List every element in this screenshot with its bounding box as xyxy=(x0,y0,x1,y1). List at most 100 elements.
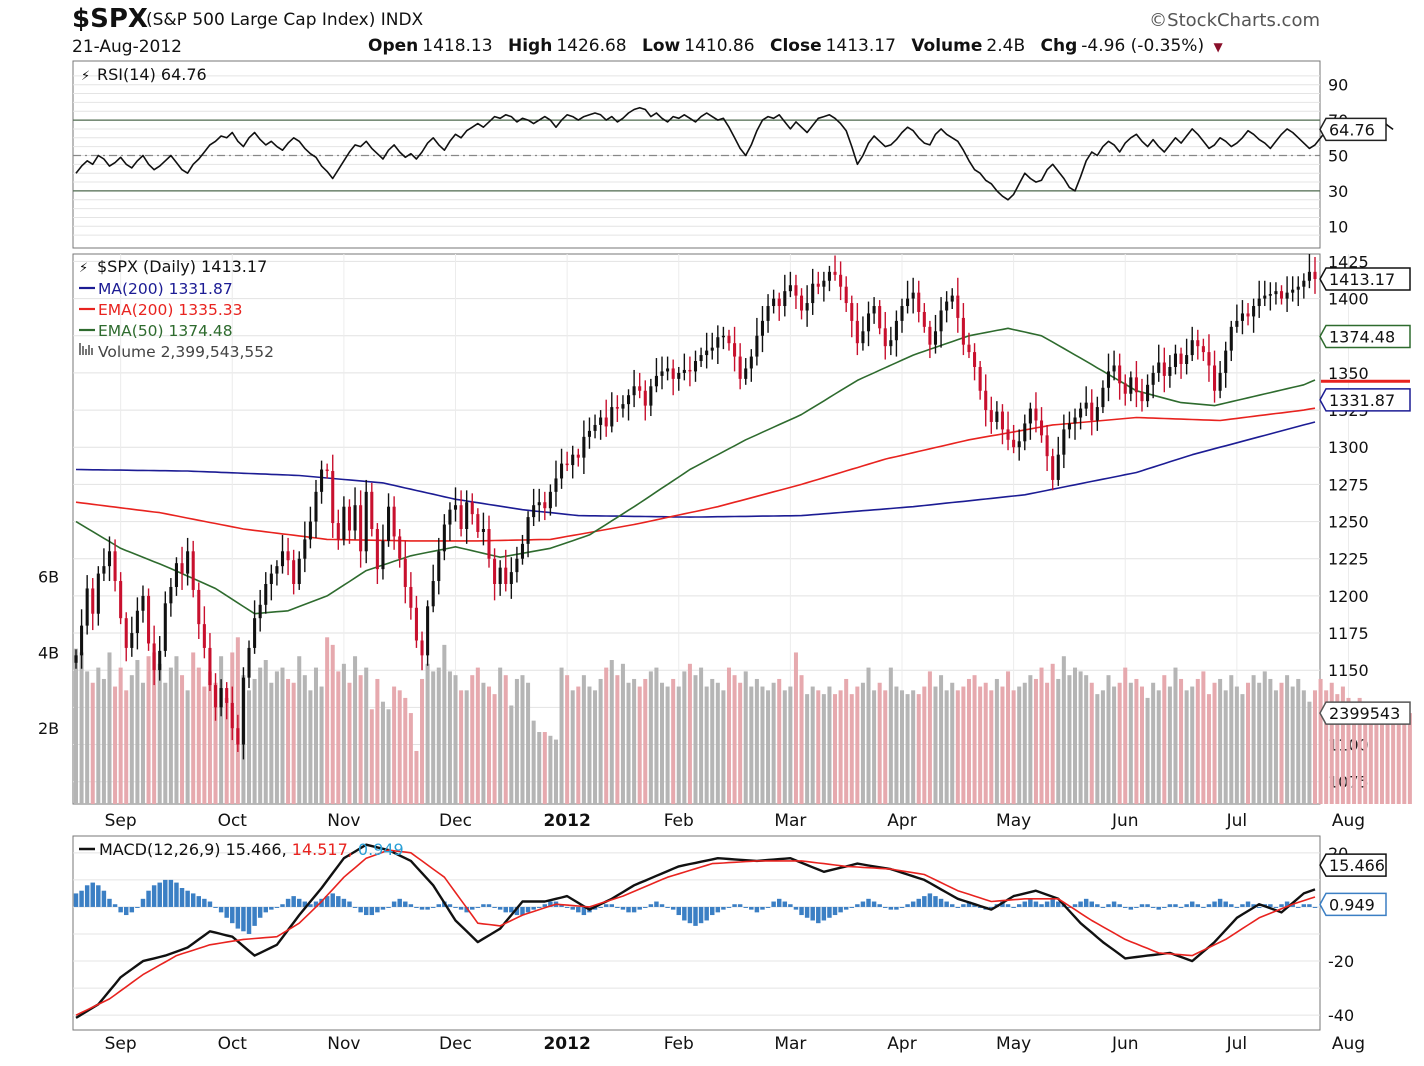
macd-histogram-bar xyxy=(1111,901,1117,907)
volume-bar xyxy=(408,713,413,804)
volume-bar xyxy=(520,675,525,804)
price-candle xyxy=(906,298,910,307)
volume-bar xyxy=(1045,682,1050,804)
macd-histogram-bar xyxy=(503,906,508,913)
volume-bar xyxy=(1251,675,1256,804)
macd-histogram-bar xyxy=(1173,904,1178,907)
price-candle xyxy=(626,395,631,405)
volume-bar xyxy=(972,675,977,804)
macd-y-tick-label: -40 xyxy=(1328,1006,1354,1025)
macd-histogram-bar xyxy=(330,893,335,907)
price-candle xyxy=(481,529,485,532)
price-candle xyxy=(297,558,301,584)
price-candle xyxy=(939,310,943,332)
volume-bar xyxy=(380,701,385,804)
price-candle xyxy=(375,529,379,570)
price-candle xyxy=(671,368,675,379)
volume-bar xyxy=(392,686,397,804)
price-candle xyxy=(509,572,513,584)
price-candle xyxy=(1313,271,1317,280)
macd-histogram-bar xyxy=(732,904,737,907)
volume-bar xyxy=(1056,678,1061,804)
price-candle xyxy=(1285,292,1289,299)
price-candle xyxy=(883,328,887,347)
macd-histogram-bar xyxy=(676,906,681,916)
macd-histogram-bar xyxy=(916,898,921,907)
macd-histogram-bar xyxy=(710,906,715,916)
volume-bar xyxy=(180,675,185,804)
volume-bar xyxy=(1017,686,1022,804)
volume-bar xyxy=(916,694,921,804)
volume-bar xyxy=(330,644,335,804)
price-candle xyxy=(610,407,614,427)
macd-histogram-bar xyxy=(1268,904,1273,907)
macd-histogram-bar xyxy=(263,906,268,913)
macd-macd-line xyxy=(75,843,1316,1019)
volume-bar xyxy=(833,694,838,804)
macd-signal-line xyxy=(75,849,1316,1016)
macd-histogram-bar xyxy=(107,898,112,907)
macd-histogram-bar xyxy=(1245,901,1251,907)
price-candle xyxy=(1079,408,1083,418)
price-candle xyxy=(794,285,798,296)
macd-x-tick-label: Feb xyxy=(664,1034,694,1054)
volume-bar xyxy=(1162,675,1167,804)
macd-histogram-bar xyxy=(1212,901,1217,907)
price-x-tick-label: Jun xyxy=(1111,811,1139,831)
volume-bar xyxy=(1312,690,1318,804)
macd-histogram-bar xyxy=(202,898,207,907)
price-candle xyxy=(1196,340,1200,347)
volume-bar xyxy=(1195,678,1200,804)
high-label: High xyxy=(507,36,553,56)
macd-histogram-bar xyxy=(855,904,860,907)
price-candle xyxy=(995,411,999,422)
volume-bar xyxy=(96,667,101,804)
price-candle xyxy=(978,366,982,391)
close-value: 1413.17 xyxy=(825,36,896,56)
rsi-y-tick-label: 10 xyxy=(1328,217,1348,236)
volume-bar xyxy=(185,690,190,804)
price-candle xyxy=(96,573,100,614)
macd-histogram-bar xyxy=(1044,901,1050,907)
macd-histogram-bar xyxy=(90,882,95,907)
volume-bar xyxy=(1167,686,1172,804)
macd-histogram-bar xyxy=(179,888,185,907)
volume-value: 2.4B xyxy=(986,36,1026,56)
price-candle xyxy=(197,589,201,625)
macd-histogram-bar xyxy=(129,906,135,913)
macd-histogram-bar xyxy=(313,901,319,907)
volume-bar xyxy=(1374,709,1379,804)
ma200-tag: 1331.87 xyxy=(1319,388,1411,412)
legend-volume-swatch xyxy=(82,346,84,355)
price-candle xyxy=(917,292,921,312)
chart-description: (S&P 500 Large Cap Index) INDX xyxy=(146,10,424,30)
macd-histogram-bar xyxy=(274,906,280,908)
price-candle xyxy=(331,471,335,524)
macd-histogram-bar xyxy=(782,901,788,907)
price-candle xyxy=(682,369,686,373)
chart-symbol: $SPX xyxy=(72,4,148,34)
volume-bar xyxy=(1329,682,1334,804)
price-candle xyxy=(576,454,580,458)
volume-bar xyxy=(79,652,84,804)
volume-bar xyxy=(514,678,519,804)
low-label: Low xyxy=(642,36,681,56)
volume-bar xyxy=(743,671,748,804)
volume-bar xyxy=(961,686,966,804)
volume-bar xyxy=(609,660,614,804)
macd-x-tick-label: Dec xyxy=(439,1034,472,1054)
macd-histogram-bar xyxy=(905,904,910,907)
price-candle xyxy=(1201,346,1205,353)
price-candle xyxy=(705,350,709,356)
volume-bar xyxy=(1173,667,1178,804)
macd-histogram-bar xyxy=(631,906,637,913)
volume-bar xyxy=(872,690,877,804)
macd-histogram-bar xyxy=(269,906,274,910)
volume-bar xyxy=(704,686,709,804)
volume-label: Volume xyxy=(911,36,983,56)
volume-bar xyxy=(810,686,815,804)
volume-bar xyxy=(1117,682,1122,804)
volume-bar xyxy=(325,637,330,804)
price-candle xyxy=(1123,383,1127,394)
macd-histogram-bar xyxy=(224,906,229,918)
